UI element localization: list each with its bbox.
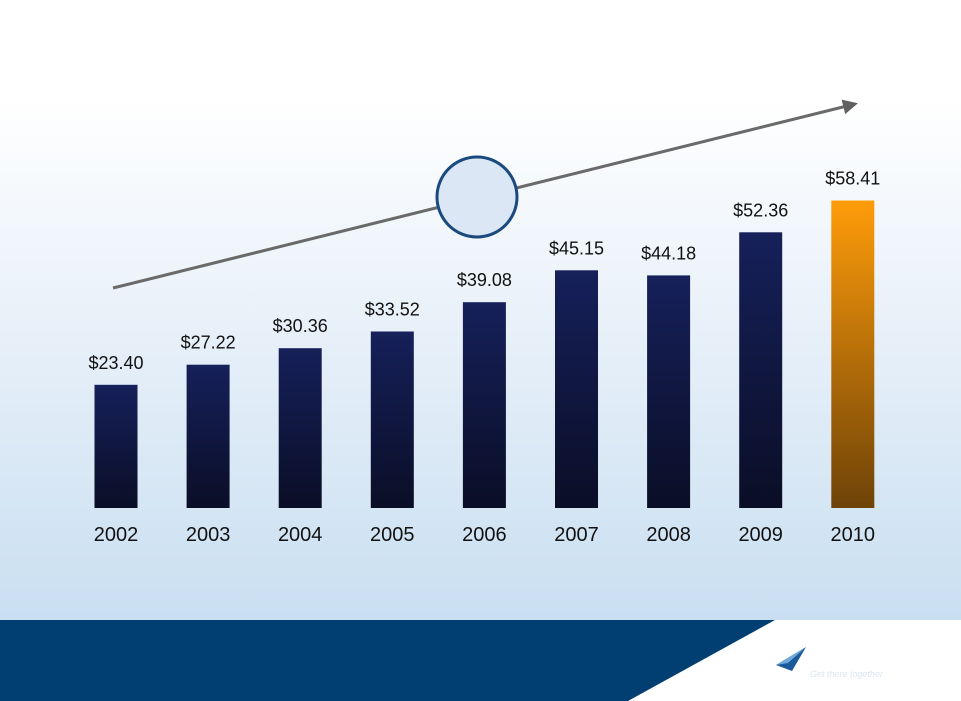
brand-name: ARGO GROUP: [810, 652, 898, 666]
data-label-2010: $58.41: [825, 169, 880, 189]
bar-2009: [739, 232, 783, 509]
x-tick-label-2008: 2008: [646, 524, 691, 546]
brand-tagline: Get there together: [810, 669, 884, 679]
x-tick-label-2003: 2003: [186, 524, 231, 546]
data-label-2009: $52.36: [733, 200, 788, 220]
bar-2008: [647, 275, 691, 508]
bar-2002: [94, 384, 138, 508]
data-label-2002: $23.40: [88, 353, 143, 373]
x-tick-label-2009: 2009: [738, 524, 783, 546]
bar-2004: [278, 348, 322, 508]
bar-2007: [555, 270, 598, 508]
x-tick-label-2002: 2002: [94, 524, 139, 546]
data-label-2005: $33.52: [365, 300, 420, 320]
bar-2006: [462, 302, 506, 508]
bar-2005: [370, 331, 414, 508]
annotation-circle: [435, 155, 519, 239]
brand-logo: ARGO GROUP Get there together: [774, 645, 944, 685]
x-tick-label-2010: 2010: [831, 524, 876, 546]
data-label-2008: $44.18: [641, 243, 696, 263]
data-label-2003: $27.22: [181, 333, 236, 353]
data-label-2004: $30.36: [273, 316, 328, 336]
chart: $23.40 $27.22 $30.36 $33.52 $39.08 $45.15 $44.…: [88, 99, 880, 546]
argo-logo-mark-icon: [776, 647, 806, 671]
x-tick-label-2006: 2006: [462, 524, 507, 546]
x-tick-label-2007: 2007: [554, 524, 599, 546]
bar-2010: [831, 200, 875, 508]
data-label-2006: $39.08: [457, 270, 512, 290]
x-tick-label-2004: 2004: [278, 524, 323, 546]
bar-2003: [186, 364, 230, 508]
data-label-2007: $45.15: [549, 238, 604, 258]
x-tick-label-2005: 2005: [370, 524, 415, 546]
